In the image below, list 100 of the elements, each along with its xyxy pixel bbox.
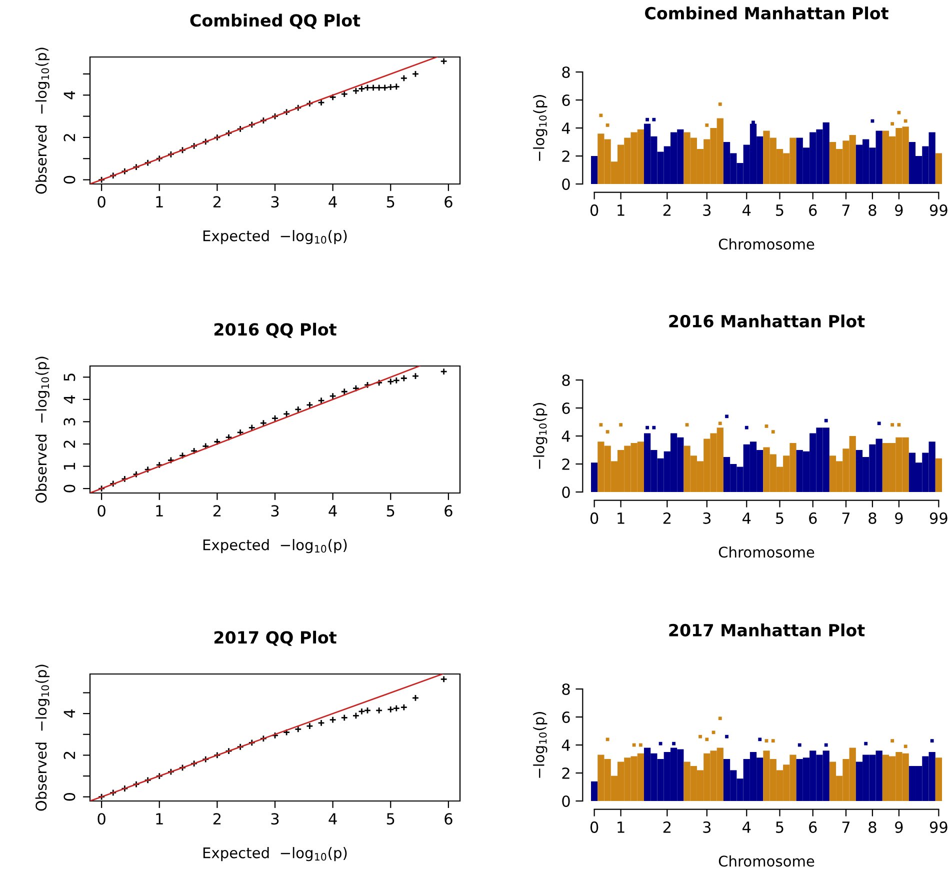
point (400, 374, 408, 382)
point (156, 772, 164, 780)
point (725, 734, 728, 738)
point (329, 392, 336, 400)
point (144, 776, 152, 784)
point (260, 116, 268, 124)
x-tick-label: 1 (618, 822, 624, 833)
point (202, 138, 210, 146)
y-tick-label: 4 (64, 395, 76, 404)
point (98, 484, 106, 492)
x-tick-label: 3 (703, 512, 711, 524)
point (606, 738, 610, 742)
point (638, 743, 642, 747)
point (599, 114, 603, 118)
x-tick-label: 5 (776, 512, 784, 524)
point (225, 747, 232, 755)
bar (591, 156, 598, 184)
x-tick-label: 5 (776, 204, 784, 216)
x-tick-label: 1 (156, 196, 163, 208)
point (340, 388, 348, 396)
point (294, 104, 302, 112)
point (306, 100, 314, 108)
point (318, 396, 325, 404)
x-tick-label: 2 (663, 821, 670, 833)
point (190, 760, 198, 768)
point (340, 714, 348, 722)
point (824, 743, 828, 747)
point (904, 744, 908, 748)
bar (935, 458, 942, 492)
x-tick-label: 0 (590, 512, 598, 524)
point (248, 121, 256, 128)
x-tick-label: 6 (809, 204, 817, 216)
y-tick-label: 0 (562, 178, 570, 190)
x-tick-label: 0 (590, 821, 598, 833)
point (98, 793, 106, 800)
point (248, 424, 256, 432)
x-tick-label: 8 (868, 512, 876, 524)
point (599, 423, 603, 426)
x-tick-label: 9 (895, 204, 903, 216)
y-tick-label: 8 (562, 683, 570, 696)
point (890, 122, 894, 126)
x-tick-label: 4 (742, 512, 751, 524)
x-tick-label: 99 (930, 512, 948, 524)
y-tick-label: 1 (64, 462, 76, 470)
x-tick-label: 5 (776, 822, 784, 833)
x-tick-label: 0 (98, 813, 106, 825)
y-tick-label: 2 (562, 150, 570, 162)
y-tick-label: 6 (562, 711, 570, 724)
chart-title: 2017 QQ Plot (214, 630, 336, 646)
point (725, 414, 728, 418)
point (167, 768, 175, 776)
chart-title: Combined QQ Plot (190, 14, 360, 29)
x-tick-label: 8 (868, 821, 876, 833)
point (202, 756, 210, 763)
point (764, 739, 768, 742)
x-tick-label: 6 (809, 821, 817, 833)
x-tick-label: 4 (742, 204, 751, 216)
point (375, 84, 383, 92)
y-tick-label: 0 (64, 484, 76, 492)
point (178, 146, 186, 154)
y-tick-label: 2 (64, 752, 76, 759)
point (370, 84, 377, 92)
x-axis-title: Chromosome (718, 546, 814, 558)
point (619, 423, 622, 426)
point (712, 730, 716, 734)
point (646, 118, 649, 122)
x-axis-title: Chromosome (718, 238, 814, 250)
point (705, 738, 709, 742)
point (109, 480, 117, 488)
point (798, 743, 802, 747)
x-tick-label: 5 (386, 813, 394, 825)
x-tick-label: 4 (742, 822, 751, 833)
point (294, 726, 302, 733)
x-tick-label: 6 (444, 813, 452, 825)
point (190, 447, 198, 455)
x-tick-label: 7 (842, 822, 850, 833)
y-tick-label: 3 (64, 418, 76, 426)
point (890, 739, 894, 742)
point (329, 94, 336, 101)
point (271, 414, 279, 422)
y-tick-label: 2 (64, 440, 76, 448)
point (652, 118, 656, 122)
point (364, 381, 372, 389)
point (109, 789, 117, 796)
x-tick-label: 2 (663, 204, 670, 216)
x-axis-title: Expected −log$_{10}$(p) (203, 230, 347, 244)
point (271, 112, 279, 120)
chart-title: Combined Manhattan Plot (645, 6, 888, 20)
point (98, 176, 106, 184)
x-tick-label: 2 (213, 196, 221, 208)
point (386, 83, 394, 91)
point (375, 379, 383, 386)
y-axis-title: −log$_{10}$(p) (533, 712, 548, 778)
point (167, 150, 175, 158)
x-tick-label: 5 (386, 505, 394, 517)
point (271, 732, 279, 740)
point (400, 704, 408, 711)
point (167, 456, 175, 464)
point (236, 125, 244, 133)
y-tick-label: 5 (64, 374, 76, 381)
